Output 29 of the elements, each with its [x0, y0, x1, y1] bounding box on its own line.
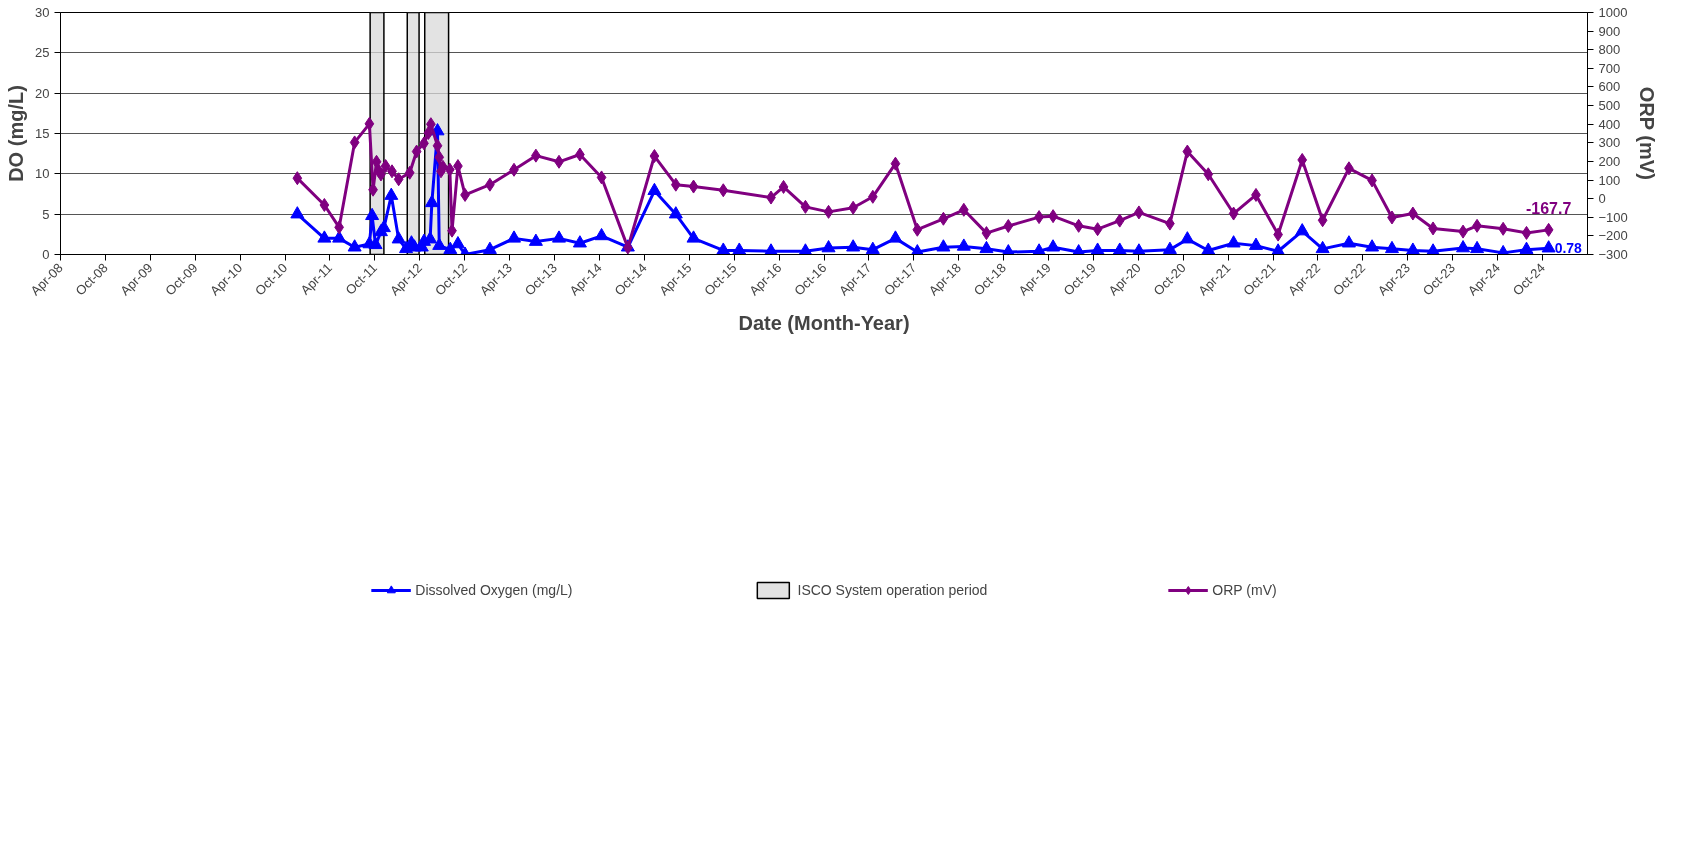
y-tick-label: 30 — [35, 5, 50, 20]
y2-tick-label: 1000 — [1598, 5, 1628, 20]
y2-tick-label: 900 — [1598, 23, 1621, 39]
data-label: -167.7 — [1525, 199, 1572, 217]
y2-tick-label: 300 — [1598, 135, 1621, 151]
y2-tick-label: 600 — [1598, 79, 1621, 95]
y2-axis-title: ORP (mV) — [1635, 86, 1658, 180]
y-tick-label: 5 — [42, 206, 50, 222]
y2-tick-label: 0 — [1598, 191, 1606, 207]
y2-tick-label: −200 — [1598, 228, 1628, 244]
y2-tick-label: 500 — [1598, 98, 1621, 114]
data-label: 0.78 — [1554, 240, 1583, 257]
legend-label: Dissolved Oxygen (mg/L) — [415, 582, 573, 598]
y-tick-label: 15 — [35, 126, 50, 141]
y2-tick-label: −100 — [1598, 209, 1628, 225]
y2-tick-label: 700 — [1598, 60, 1621, 76]
y2-tick-label: −300 — [1598, 247, 1628, 262]
y-tick-label: 10 — [35, 166, 50, 182]
x-axis-title: Date (Month-Year) — [738, 311, 910, 334]
y2-tick-label: 800 — [1598, 42, 1621, 58]
y2-tick-label: 100 — [1598, 172, 1621, 188]
y-tick-label: 0 — [42, 247, 50, 262]
y-tick-label: 25 — [35, 45, 50, 61]
y-axis-title: DO (mg/L) — [5, 85, 28, 182]
y2-tick-label: 200 — [1598, 153, 1621, 169]
y2-tick-label: 400 — [1598, 116, 1621, 132]
legend-label: ISCO System operation period — [797, 582, 988, 598]
legend-label: ORP (mV) — [1212, 582, 1277, 598]
y-tick-label: 20 — [35, 85, 50, 101]
